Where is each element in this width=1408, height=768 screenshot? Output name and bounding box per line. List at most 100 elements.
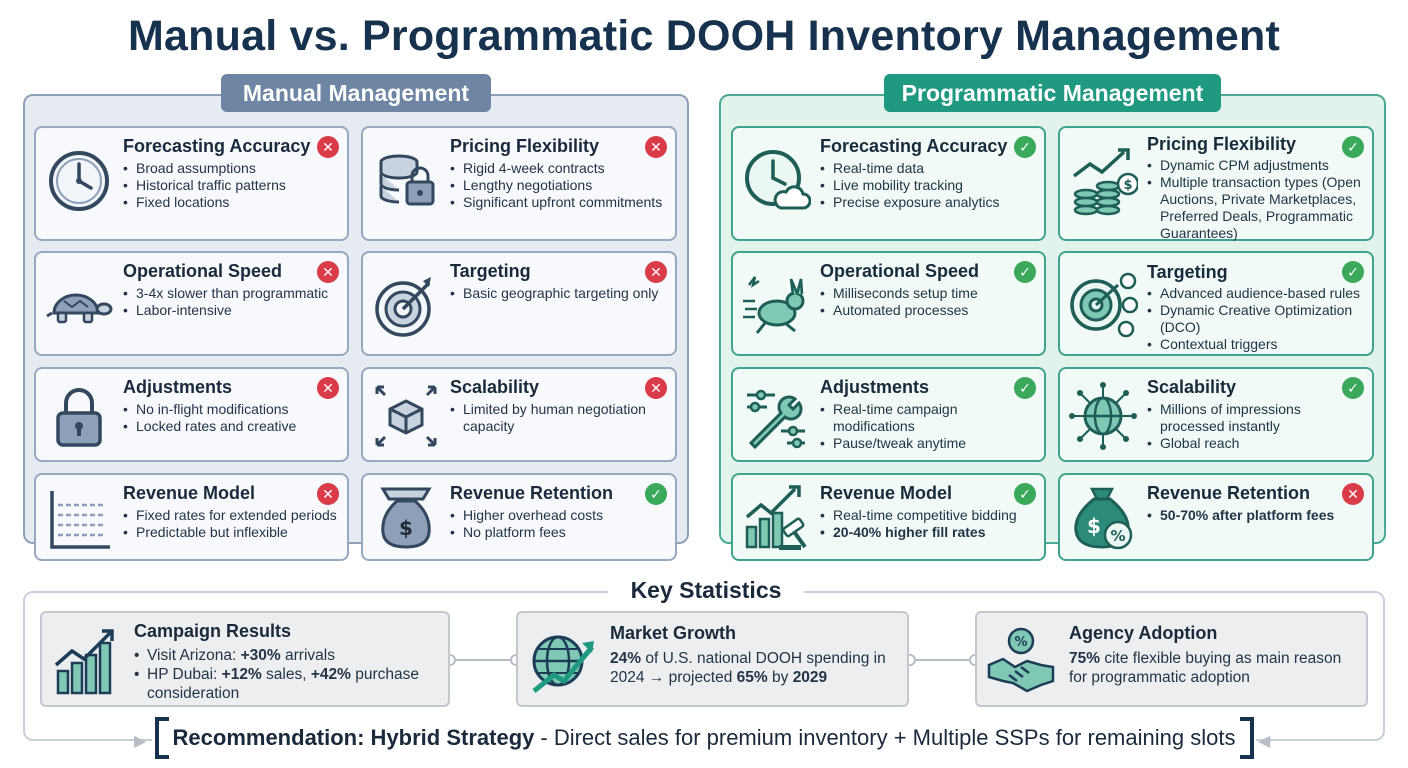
bullet-list: Millions of impressions processed instan… (1147, 401, 1362, 452)
prog-card-revenue-model: Revenue Model ✓ Real-time competitive bi… (731, 473, 1046, 561)
card-title: Revenue Model (123, 483, 256, 503)
svg-text:%: % (1014, 635, 1027, 650)
bullet: 50-70% after platform fees (1147, 507, 1362, 524)
svg-text:$: $ (1087, 514, 1101, 538)
stat-value: +12% (221, 666, 262, 683)
bracket-right (1240, 717, 1254, 759)
prog-card-pricing: $ Pricing Flexibility ✓ Dynamic CPM adju… (1058, 126, 1374, 241)
flat-chart-icon (44, 485, 114, 555)
bullet-list: Basic geographic targeting only (450, 285, 665, 302)
bullet: Automated processes (820, 302, 1034, 319)
manual-header: Manual Management (221, 74, 491, 112)
x-icon: ✕ (645, 261, 667, 283)
manual-card-revenue-model: Revenue Model ✕ Fixed rates for extended… (34, 473, 349, 561)
card-title: Forecasting Accuracy (820, 136, 1008, 156)
bullet-list: Real-time data Live mobility tracking Pr… (820, 160, 1034, 211)
stat-text: 75% cite flexible buying as main reason … (1069, 649, 1356, 687)
stat-text-part: purchase consideration (147, 666, 420, 702)
bullet-list: Higher overhead costs No platform fees (450, 507, 665, 541)
bullet-list: 3-4x slower than programmatic Labor-inte… (123, 285, 337, 319)
stat-value: +42% (310, 666, 351, 683)
manual-card-targeting: Targeting ✕ Basic geographic targeting o… (361, 251, 677, 356)
bullet: Live mobility tracking (820, 177, 1034, 194)
stat-text: • Visit Arizona: +30% arrivals • HP Dubai:… (134, 647, 420, 702)
bullet-list: No in-flight modifications Locked rates … (123, 401, 337, 435)
gavel-chart-icon (741, 483, 811, 553)
bullet-list: Real-time campaign modifications Pause/t… (820, 401, 1034, 452)
card-title: Targeting (1147, 262, 1228, 282)
check-icon: ✓ (1014, 261, 1036, 283)
bullet-list: 50-70% after platform fees (1147, 507, 1362, 524)
money-bag-percent-icon: $% (1068, 483, 1138, 553)
card-title: Revenue Retention (450, 483, 614, 503)
stat-text-part: sales, (261, 666, 311, 683)
svg-text:$: $ (399, 516, 413, 540)
turtle-icon (44, 271, 114, 341)
bullet-list: Advanced audience-based rules Dynamic Cr… (1147, 285, 1362, 353)
prog-card-speed: Operational Speed ✓ Milliseconds setup t… (731, 251, 1046, 356)
target-icon (371, 271, 441, 341)
bar-chart-growth-icon (50, 625, 122, 697)
bullet-list: Fixed rates for extended periods Predict… (123, 507, 337, 541)
card-title: Revenue Model (820, 483, 953, 503)
bullet: No platform fees (450, 524, 665, 541)
prog-card-scalability: Scalability ✓ Millions of impressions pr… (1058, 367, 1374, 462)
x-icon: ✕ (317, 261, 339, 283)
manual-card-revenue-retention: $ Revenue Retention ✓ Higher overhead co… (361, 473, 677, 561)
bullet: Fixed locations (123, 194, 337, 211)
check-icon: ✓ (1014, 483, 1036, 505)
bullet: Real-time data (820, 160, 1034, 177)
bullet: Milliseconds setup time (820, 285, 1034, 302)
card-title: Operational Speed (820, 261, 980, 281)
bullet: Real-time campaign modifications (820, 401, 1034, 435)
check-icon: ✓ (1014, 377, 1036, 399)
prog-card-revenue-retention: $% Revenue Retention ✕ 50-70% after plat… (1058, 473, 1374, 561)
bullet: 3-4x slower than programmatic (123, 285, 337, 302)
bullet: Significant upfront commitments (450, 194, 665, 211)
bullet-list: Limited by human negotiation capacity (450, 401, 665, 435)
stat-text-part: of U.S. national DOOH spending in 2024 →… (610, 650, 886, 686)
bullet: Fixed rates for extended periods (123, 507, 337, 524)
bullet-list: Rigid 4-week contracts Lengthy negotiati… (450, 160, 665, 211)
bullet: Real-time competitive bidding (820, 507, 1034, 524)
arrow-left-icon: ◀ (1258, 733, 1271, 750)
handshake-percent-icon: % (985, 625, 1057, 697)
check-icon: ✓ (1342, 136, 1364, 158)
prog-card-forecasting: Forecasting Accuracy ✓ Real-time data Li… (731, 126, 1046, 241)
bullet: Predictable but inflexible (123, 524, 337, 541)
card-title: Forecasting Accuracy (123, 136, 311, 156)
prog-card-targeting: Targeting ✓ Advanced audience-based rule… (1058, 251, 1374, 356)
bullet-list: Broad assumptions Historical traffic pat… (123, 160, 337, 211)
padlock-icon (44, 381, 114, 451)
manual-card-pricing: Pricing Flexibility ✕ Rigid 4-week contr… (361, 126, 677, 241)
card-title: Scalability (450, 377, 540, 397)
bullet: Contextual triggers (1147, 336, 1362, 353)
card-title: Adjustments (820, 377, 930, 397)
stat-text-part: arrivals (280, 647, 335, 664)
bullet: Locked rates and creative (123, 418, 337, 435)
stats-title: Key Statistics (608, 577, 804, 604)
manual-card-scalability: Scalability ✕ Limited by human negotiati… (361, 367, 677, 462)
stat-value: 75% (1069, 650, 1101, 667)
bullet: Dynamic Creative Optimization (DCO) (1147, 302, 1362, 336)
bullet: Labor-intensive (123, 302, 337, 319)
box-arrows-icon (371, 381, 441, 451)
connector-line (909, 659, 975, 661)
rabbit-icon (741, 271, 811, 341)
coin-lock-icon (371, 146, 441, 216)
bullet-list: Milliseconds setup time Automated proces… (820, 285, 1034, 319)
bullet: Multiple transaction types (Open Auction… (1147, 174, 1362, 242)
bullet: Limited by human negotiation capacity (450, 401, 665, 435)
check-icon: ✓ (1014, 136, 1036, 158)
card-title: Revenue Retention (1147, 483, 1311, 503)
stat-value: 65% (736, 669, 768, 686)
check-icon: ✓ (645, 483, 667, 505)
recommendation-text: - Direct sales for premium inventory + M… (540, 725, 1236, 750)
recommendation: Recommendation: Hybrid Strategy - Direct… (152, 715, 1256, 761)
bullet-list: Dynamic CPM adjustments Multiple transac… (1147, 157, 1362, 242)
check-icon: ✓ (1342, 261, 1364, 283)
bullet: Higher overhead costs (450, 507, 665, 524)
bullet: Broad assumptions (123, 160, 337, 177)
manual-card-speed: Operational Speed ✕ 3-4x slower than pro… (34, 251, 349, 356)
bullet: Historical traffic patterns (123, 177, 337, 194)
